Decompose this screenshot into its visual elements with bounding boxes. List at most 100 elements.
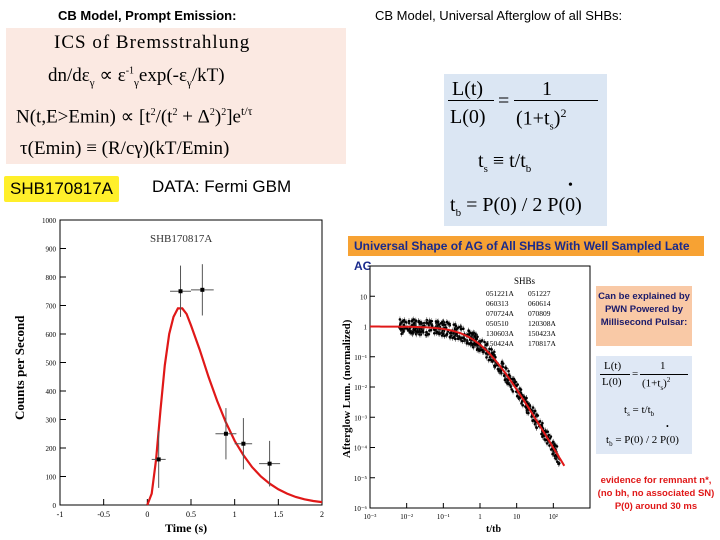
ag-data-point [454, 335, 457, 342]
ag-data-point [505, 379, 508, 386]
ag-data-point [437, 321, 441, 328]
lc-ytick-label: 500 [46, 360, 57, 368]
ag-ytick-label: 10⁻⁶ [354, 505, 368, 513]
small-one: 1 [660, 360, 666, 372]
ag-fit-curve [370, 325, 566, 467]
ag-data-point [412, 316, 416, 323]
ag-data-point [538, 418, 542, 425]
ag-legend-entry: 051221A [486, 289, 515, 298]
lc-ytick-label: 400 [46, 388, 57, 396]
ag-data-point [407, 327, 410, 334]
ag-data-point [551, 451, 554, 458]
ag-data-point [487, 357, 491, 364]
lc-ytick-label: 600 [46, 331, 57, 339]
small-bar-right [640, 374, 688, 375]
ag-data-point [548, 435, 552, 442]
small-formula-box: L(t) L(0) = 1 (1+ts)2 ts = t/tb • tb = P… [596, 356, 692, 454]
formula-one: 1 [542, 78, 552, 100]
ag-legend-entry: 070809 [528, 309, 551, 318]
pwn-note-line1: Can be explained by [598, 291, 690, 302]
ag-data-point [512, 375, 516, 382]
ag-data-point [516, 381, 520, 388]
lc-fit-curve [146, 307, 323, 506]
ag-data-point [533, 408, 537, 415]
ag-data-point [462, 325, 465, 332]
ag-ticks: 10⁻³ 10⁻² 10⁻¹ 1 10 10² 10 1 10⁻¹ 10⁻² 10⁻³ 10⁻⁴ 10⁻… [354, 293, 558, 521]
ag-data-point [459, 326, 463, 333]
ag-data-point [530, 413, 533, 420]
afterglow-formula-box: L(t) L(0) = 1 (1+ts)2 ts ≡ t/tb • tb = P… [444, 74, 607, 226]
ag-xtick-label: 10² [549, 513, 558, 521]
evidence-note: evidence for remnant n*, (no bh, no asso… [592, 474, 720, 513]
prompt-formula-box: ICS of Bremsstrahlung dn/dεγ ∝ ε-1γexp(-… [6, 28, 346, 164]
prompt-lightcurve-chart: SHB170817A Time (s) Counts per Second -1… [12, 217, 324, 535]
ag-ytick-label: 10⁻⁵ [354, 475, 368, 483]
ag-data-point [457, 324, 460, 331]
pwn-note-line3: Millisecond Pulsar: [600, 317, 688, 328]
ag-data-point [531, 417, 534, 424]
fraction-bar-right [514, 100, 598, 101]
evidence-line1: evidence for remnant n*, [600, 475, 712, 486]
ag-data-point [557, 460, 561, 467]
ag-legend: 051221A 051227 060313 060614 070724A 070809 05… [486, 289, 557, 348]
ag-data-point [415, 328, 419, 335]
ag-legend-entry: 060313 [486, 299, 509, 308]
ag-data-point [448, 333, 452, 340]
ag-data-point [414, 317, 418, 324]
small-bar-left [600, 374, 630, 375]
ag-data-point [502, 372, 506, 379]
lc-ylabel: Counts per Second [12, 315, 27, 420]
ag-data-point [401, 318, 404, 325]
prompt-emission-title: CB Model, Prompt Emission: [58, 8, 237, 23]
ag-data-point [435, 319, 439, 326]
ag-data-point [410, 329, 413, 336]
small-ts: ts = t/tb [624, 404, 655, 419]
lc-xlabel: Time (s) [165, 521, 207, 535]
ag-data-point [430, 318, 434, 325]
lc-ytick-label: 1000 [42, 217, 57, 225]
ag-ytick-label: 10⁻⁴ [354, 445, 368, 453]
ag-data-point [540, 431, 543, 438]
ag-ytick-label: 10 [360, 293, 368, 301]
formula-l0: L(0) [450, 106, 486, 128]
ag-data-point [515, 393, 519, 400]
pdot-dot: • [568, 178, 573, 193]
lc-frame [59, 219, 323, 506]
ag-data-point [525, 395, 528, 402]
lc-xtick-label: -1 [57, 510, 64, 519]
small-l0: L(0) [602, 376, 622, 388]
data-source-label: DATA: Fermi GBM [152, 177, 292, 196]
ag-data-point [507, 368, 510, 375]
ag-data-point [499, 368, 503, 375]
tb-formula: tb = P(0) / 2 P(0) [450, 194, 582, 219]
ag-data-point [544, 437, 548, 444]
ag-data-point [472, 330, 475, 337]
ag-data-point [465, 340, 469, 347]
lc-xtick-label: -0.5 [97, 510, 110, 519]
ag-data-point [510, 386, 513, 393]
ag-data-point [504, 364, 507, 371]
formula-eq: = [498, 90, 510, 112]
lc-xtick-label: 0 [145, 510, 149, 519]
lc-data-point [234, 418, 253, 470]
ag-data-point [551, 438, 555, 445]
ag-data-point [478, 347, 482, 354]
ag-data-point [445, 319, 449, 326]
ag-data-point [542, 432, 545, 439]
pwn-note: Can be explained by PWN Powered by Milli… [596, 286, 692, 346]
ag-legend-entry: 130603A [486, 329, 515, 338]
afterglow-chart: 10⁻³ 10⁻² 10⁻¹ 1 10 10² 10 1 10⁻¹ 10⁻² 10⁻³ 10⁻⁴ 10⁻… [341, 265, 591, 535]
ag-ytick-label: 10⁻² [354, 384, 367, 392]
ag-xtick-label: 10 [513, 513, 521, 521]
ag-ytick-label: 10⁻³ [354, 414, 367, 422]
ag-legend-entry: 051227 [528, 289, 551, 298]
lc-data-point [170, 265, 191, 317]
ag-data-point [428, 319, 431, 326]
ag-xtick-label: 10⁻² [400, 513, 413, 521]
lc-data-point [151, 430, 166, 488]
ag-data-point [442, 321, 445, 328]
ag-data-point [454, 322, 458, 329]
ag-legend-entry: 120308A [528, 319, 557, 328]
ag-data-point [472, 340, 475, 347]
ag-data-point [433, 330, 436, 337]
